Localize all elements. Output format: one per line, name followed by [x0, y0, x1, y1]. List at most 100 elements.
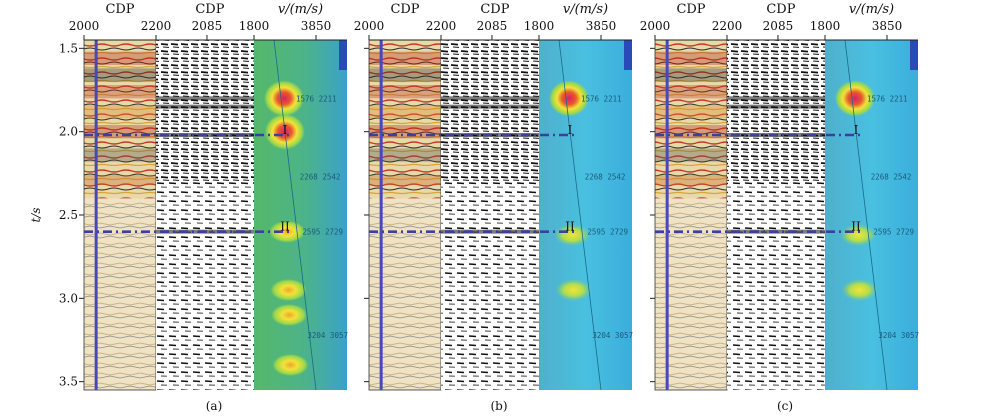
velocity-tick-label: 1800: [810, 19, 841, 33]
velocity-tick-label: 3850: [872, 19, 903, 33]
gather-event: [156, 104, 254, 109]
gather-shallow: [156, 40, 254, 182]
semblance-peak: [835, 80, 875, 117]
spectrum-corner: [339, 40, 347, 70]
reflector-band: [655, 105, 727, 119]
gather-deep: [441, 181, 539, 390]
cdp-tick-label: 2000: [354, 19, 385, 33]
reflector-band: [84, 175, 156, 185]
velocity-pick-label: 3204 3057: [592, 331, 633, 340]
y-tick-label: 1.5: [59, 41, 78, 55]
gather-axis-title: CDP: [480, 2, 509, 17]
velocity-pick-label: 2595 2729: [873, 228, 914, 237]
y-tick-label: 3.5: [59, 375, 78, 389]
panel-caption: (b): [490, 399, 507, 413]
spectrum-corner: [624, 40, 632, 70]
cdp-tick-label: 2200: [141, 19, 172, 33]
reflector-band: [84, 105, 156, 119]
velocity-trend-line: [844, 39, 888, 391]
reflector-band: [655, 85, 727, 99]
velocity-pick-label: 2268 2542: [300, 173, 341, 182]
gather-tick-label: 2085: [763, 19, 794, 33]
y-tick-label: 3.0: [59, 291, 78, 305]
gather-deep: [156, 181, 254, 390]
y-axis-label: t/s: [29, 207, 43, 222]
gather-event: [727, 104, 825, 109]
velocity-pick-label: 1576 2211: [296, 94, 337, 103]
reflector-band: [655, 125, 727, 139]
gather-event: [441, 96, 539, 101]
velocity-pick-label: 1576 2211: [581, 94, 622, 103]
semblance-peak: [272, 354, 309, 376]
horizon-label: II: [565, 220, 575, 234]
velocity-trend-line: [558, 39, 602, 391]
velocity-axis-title: v/(m/s): [563, 2, 608, 17]
cdp-axis-title: CDP: [676, 2, 705, 17]
cdp-tick-label: 2200: [712, 19, 743, 33]
reflector-band: [369, 175, 441, 185]
reflector-band: [369, 105, 441, 119]
velocity-trend-line: [273, 39, 317, 391]
velocity-tick-label: 3850: [586, 19, 617, 33]
velocity-tick-label: 3850: [301, 19, 332, 33]
panel-caption: (c): [777, 399, 793, 413]
panel-caption: (a): [206, 399, 223, 413]
velocity-pick-label: 1576 2211: [867, 94, 908, 103]
horizon-label: II: [851, 220, 861, 234]
semblance-peak: [841, 279, 878, 301]
semblance-peak: [549, 80, 589, 117]
gather-tick-label: 2085: [192, 19, 223, 33]
reflector-band: [369, 68, 441, 82]
reflector-band: [369, 148, 441, 162]
velocity-pick-label: 2595 2729: [587, 228, 628, 237]
gather-event: [727, 96, 825, 101]
semblance-peak: [270, 279, 307, 301]
gather-event: [156, 96, 254, 101]
reflector-band: [369, 85, 441, 99]
horizon-label: II: [280, 220, 290, 234]
velocity-tick-label: 1800: [524, 19, 555, 33]
velocity-axis-title: v/(m/s): [849, 2, 894, 17]
gather-axis-title: CDP: [195, 2, 224, 17]
cdp-tick-label: 2200: [426, 19, 457, 33]
top-axis: CDP 2000 2200 CDP 2085 v/(m/s) 1800 3850: [354, 2, 632, 41]
velocity-tick-label: 1800: [239, 19, 270, 33]
gather-axis-title: CDP: [766, 2, 795, 17]
top-axis: CDP 2000 2200 CDP 2085 v/(m/s) 1800 3850: [640, 2, 918, 41]
velocity-pick-label: 2595 2729: [302, 228, 343, 237]
spectrum-corner: [910, 40, 918, 70]
semblance-peak: [554, 224, 591, 246]
reflector-band: [84, 85, 156, 99]
gather-tick-label: 2085: [477, 19, 508, 33]
gather-shallow: [441, 40, 539, 182]
reflector-band: [84, 51, 156, 65]
velocity-pick-label: 3204 3057: [878, 331, 919, 340]
horizon-label: I: [283, 123, 288, 137]
cdp-axis-title: CDP: [105, 2, 134, 17]
y-tick-label: 2.0: [59, 125, 78, 139]
reflector-band: [655, 68, 727, 82]
gather-deep: [727, 181, 825, 390]
horizon-label: I: [854, 123, 859, 137]
velocity-pick-label: 3204 3057: [307, 331, 348, 340]
velocity-pick-label: 2268 2542: [585, 173, 626, 182]
reflector-band: [369, 125, 441, 139]
reflector-band: [84, 125, 156, 139]
semblance-peak: [264, 80, 304, 117]
cdp-axis-title: CDP: [390, 2, 419, 17]
top-axis: CDP 2000 2200 CDP 2085 v/(m/s) 1800 3850: [69, 2, 347, 41]
reflector-band: [655, 51, 727, 65]
horizon-label: I: [568, 123, 573, 137]
reflector-band: [655, 148, 727, 162]
reflector-band: [655, 175, 727, 185]
semblance-peak: [271, 304, 308, 326]
y-tick-label: 2.5: [59, 208, 78, 222]
cdp-tick-label: 2000: [69, 19, 100, 33]
velocity-pick-label: 2268 2542: [871, 173, 912, 182]
gather-shallow: [727, 40, 825, 182]
reflector-band: [369, 51, 441, 65]
